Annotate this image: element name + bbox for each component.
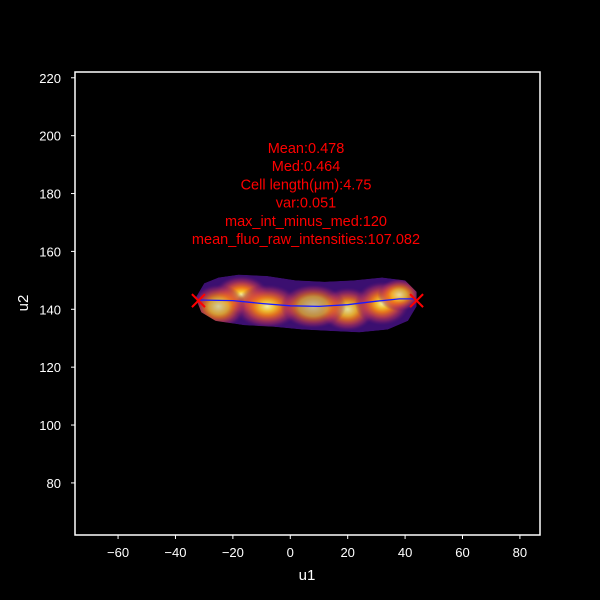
cell-endpoints [191, 293, 424, 308]
stats-annotation-line: mean_fluo_raw_intensities:107.082 [192, 232, 420, 248]
x-tick-label: 60 [455, 545, 469, 560]
y-tick-label: 140 [39, 302, 61, 317]
y-tick-label: 80 [47, 476, 61, 491]
stats-annotation-line: Med:0.464 [272, 159, 341, 175]
y-tick-label: 160 [39, 244, 61, 259]
axes-frame [74, 71, 541, 536]
stats-annotation: Mean:0.478 Med:0.464 Cell length(μm):4.75 v… [192, 141, 420, 248]
intensity-spot [234, 284, 301, 329]
x-axis-ticks: −60 −40 −20 0 20 40 60 80 [107, 535, 527, 560]
y-tick-label: 120 [39, 360, 61, 375]
y-tick-label: 200 [39, 129, 61, 144]
stats-annotation-line: var:0.051 [276, 196, 336, 212]
x-tick-label: −20 [222, 545, 244, 560]
y-axis-ticks: 80 100 120 140 160 180 200 220 [39, 71, 75, 491]
x-tick-label: 20 [340, 545, 354, 560]
stats-annotation-line: max_int_minus_med:120 [225, 214, 387, 230]
intensity-spot [377, 278, 417, 312]
cell-fluorescence-image [195, 274, 417, 333]
endpoint-marker [191, 293, 206, 308]
x-tick-label: 40 [398, 545, 412, 560]
y-tick-label: 220 [39, 71, 61, 86]
x-tick-label: −40 [164, 545, 186, 560]
cell-centerline [198, 298, 417, 308]
x-tick-label: 0 [287, 545, 294, 560]
stats-annotation-line: Mean:0.478 [268, 141, 345, 157]
y-tick-label: 180 [39, 187, 61, 202]
x-tick-label: −60 [107, 545, 129, 560]
x-tick-label: 80 [513, 545, 527, 560]
plot-area [191, 274, 424, 333]
y-tick-label: 100 [39, 418, 61, 433]
stats-annotation-line: Cell length(μm):4.75 [241, 177, 372, 193]
x-axis-label: u1 [299, 567, 316, 584]
y-axis-label: u2 [15, 295, 32, 312]
endpoint-marker [409, 293, 424, 308]
